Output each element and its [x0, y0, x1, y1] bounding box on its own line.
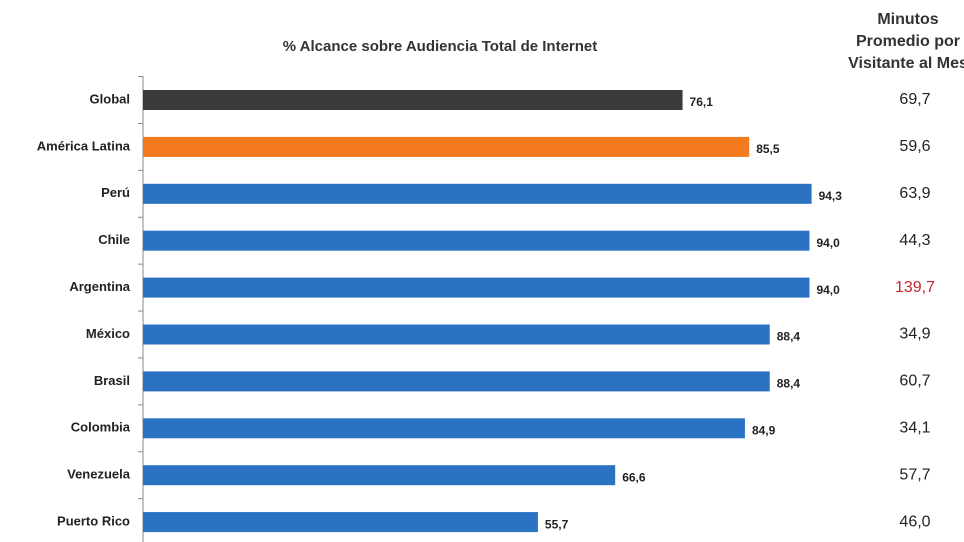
value-label: 84,9 [752, 423, 776, 437]
y-tick-label: México [86, 326, 130, 341]
side-column-title: Visitante al Mes [848, 55, 964, 72]
y-tick-label: Colombia [71, 420, 131, 435]
chart-title: % Alcance sobre Audiencia Total de Inter… [283, 38, 598, 55]
side-column-title: Promedio por [856, 33, 960, 50]
bar [143, 183, 812, 204]
side-column-value: 46,0 [899, 513, 930, 530]
bar [143, 230, 810, 251]
value-label: 55,7 [545, 517, 569, 531]
side-column-value: 57,7 [899, 466, 930, 483]
y-tick-label: Global [90, 91, 130, 106]
value-label: 94,0 [816, 283, 840, 297]
side-column-value: 34,9 [899, 326, 930, 343]
bar [143, 136, 750, 157]
y-tick-label: América Latina [37, 138, 131, 153]
side-column-value: 139,7 [895, 279, 935, 296]
side-column-value: 59,6 [899, 138, 930, 155]
y-tick-label: Puerto Rico [57, 514, 130, 529]
y-tick-label: Chile [98, 232, 130, 247]
value-label: 85,5 [756, 142, 780, 156]
side-column-title: Minutos [877, 11, 938, 28]
bar [143, 371, 770, 392]
y-tick-label: Perú [101, 185, 130, 200]
value-label: 88,4 [777, 330, 801, 344]
value-label: 94,3 [819, 189, 843, 203]
y-tick-label: Brasil [94, 373, 130, 388]
side-column-value: 69,7 [899, 91, 930, 108]
side-column-value: 34,1 [899, 420, 930, 437]
y-tick-label: Argentina [69, 279, 130, 294]
bar [143, 418, 745, 439]
side-column-value: 60,7 [899, 373, 930, 390]
bar [143, 90, 683, 110]
side-column-value: 63,9 [899, 185, 930, 202]
side-column-value: 44,3 [899, 232, 930, 249]
bar [143, 324, 770, 345]
bar [143, 465, 616, 486]
bar [143, 277, 810, 298]
y-tick-label: Venezuela [67, 467, 131, 482]
value-label: 88,4 [777, 377, 801, 391]
bar [143, 512, 538, 533]
value-label: 76,1 [690, 95, 714, 109]
value-label: 66,6 [622, 470, 646, 484]
value-label: 94,0 [816, 236, 840, 250]
